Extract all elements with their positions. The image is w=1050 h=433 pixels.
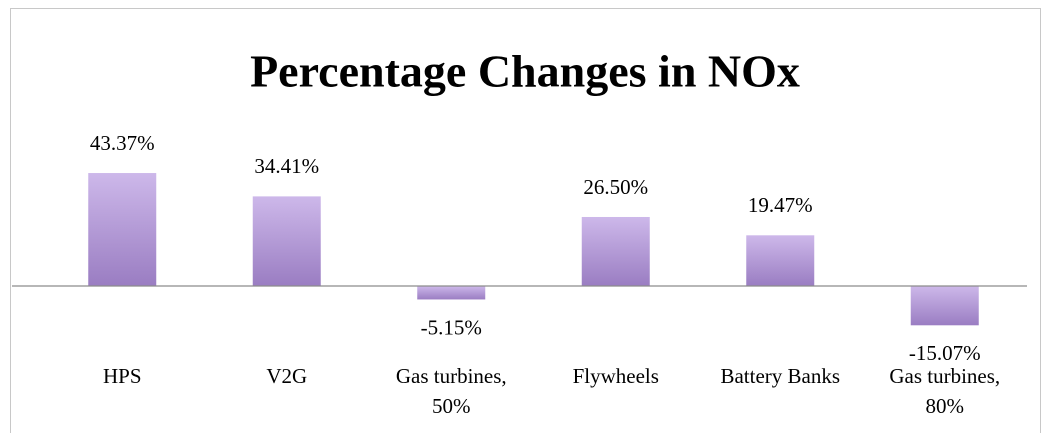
- x-tick-label: Flywheels: [572, 364, 659, 388]
- data-label: 19.47%: [748, 193, 813, 217]
- x-tick-label: Gas turbines, 50%: [395, 364, 507, 418]
- x-tick-label: V2G: [266, 364, 308, 388]
- data-label: 26.50%: [583, 175, 648, 199]
- data-label: 43.37%: [90, 131, 155, 155]
- bar: [88, 173, 157, 287]
- x-tick-label: Battery Banks: [720, 364, 841, 388]
- data-label: 34.41%: [254, 154, 319, 178]
- data-label: -15.07%: [909, 341, 981, 365]
- chart-title: Percentage Changes in NOx: [250, 46, 800, 97]
- bar: [581, 216, 650, 287]
- chart-border: [10, 8, 1041, 433]
- x-tick-label: Gas turbines, 80%: [889, 364, 1001, 418]
- bar: [252, 196, 321, 287]
- bar: [746, 235, 815, 287]
- bar: [910, 286, 979, 326]
- data-label: -5.15%: [421, 315, 482, 339]
- bar: [417, 286, 486, 300]
- x-tick-label: HPS: [102, 364, 142, 388]
